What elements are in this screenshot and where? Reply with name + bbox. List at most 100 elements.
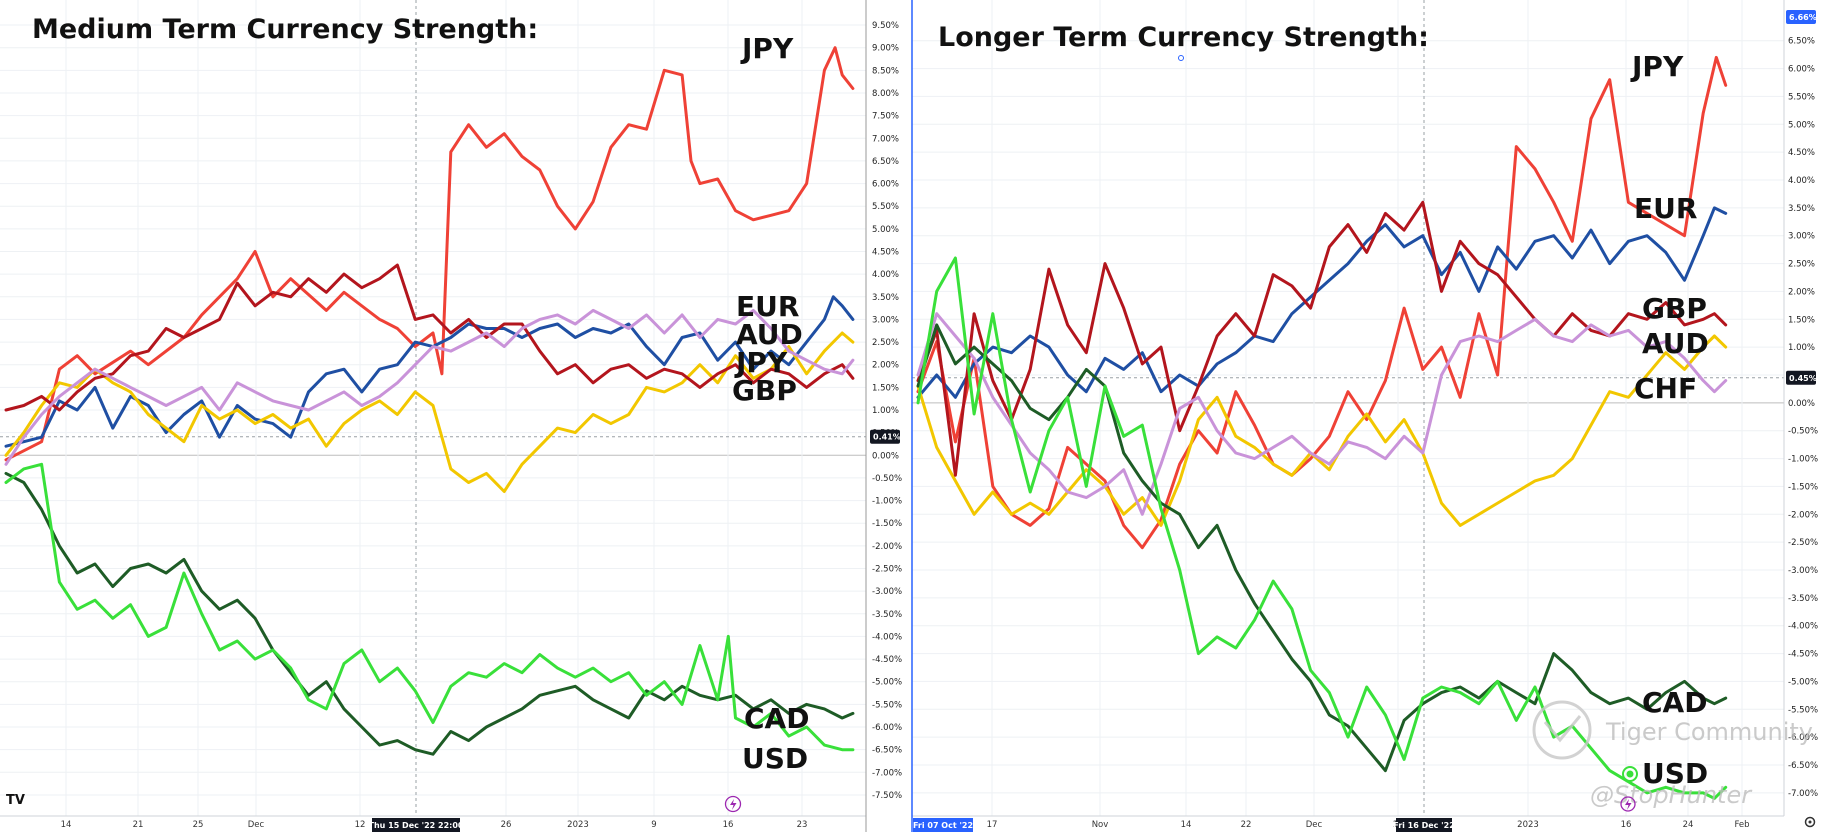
right-label-gbp: GBP <box>1642 292 1707 325</box>
left-y-tick-label: -0.50% <box>872 474 902 484</box>
right-chart-title: Longer Term Currency Strength: <box>938 22 1429 53</box>
right-y-tick-label: 0.00% <box>1788 399 1815 409</box>
right-series-line-aud <box>916 334 1728 527</box>
right-series-line-usd <box>916 256 1728 800</box>
left-series-line-jpy <box>4 46 855 462</box>
left-y-tick-label: 9.50% <box>872 21 899 31</box>
left-series-line-usd <box>4 462 855 752</box>
left-y-tick-label: 3.50% <box>872 293 899 303</box>
left-y-tick-label: 8.00% <box>872 89 899 99</box>
right-label-usd: USD <box>1642 757 1708 790</box>
left-y-tick-label: -1.00% <box>872 497 902 507</box>
right-x-tick-label: 24 <box>1683 820 1694 830</box>
left-y-tick-label: 3.00% <box>872 315 899 325</box>
right-series-line-cad <box>916 323 1728 773</box>
left-x-tick-label: 2023 <box>567 820 589 830</box>
right-y-tick-label: -7.00% <box>1788 789 1818 799</box>
svg-text:Thu 15 Dec '22 22:00: Thu 15 Dec '22 22:00 <box>369 821 464 830</box>
right-y-tick-label: 4.50% <box>1788 148 1815 158</box>
right-y-tick-label: 5.00% <box>1788 120 1815 130</box>
right-panel-y-axis: 6.50% 6.00% 5.50% 5.00% 4.50% 4.00% 3.50% 3.00%… <box>1783 0 1818 816</box>
bolt-icon-right-bottom[interactable] <box>1620 796 1636 812</box>
tiger-logo-icon <box>1532 700 1592 760</box>
left-y-tick-label: 9.00% <box>872 44 899 54</box>
right-y-tick-label: 2.50% <box>1788 260 1815 270</box>
left-y-tick-label: -3.00% <box>872 587 902 597</box>
right-y-tick-label: 3.00% <box>1788 232 1815 242</box>
right-y-tick-label: 6.00% <box>1788 65 1815 75</box>
settings-gear-icon[interactable] <box>1804 816 1816 828</box>
right-y-tick-label: 1.00% <box>1788 343 1815 353</box>
right-y-tick-label: 2.00% <box>1788 287 1815 297</box>
right-series-line-eur <box>916 206 1728 399</box>
left-y-tick-label: -3.50% <box>872 610 902 620</box>
left-y-tick-label: -2.50% <box>872 565 902 575</box>
bolt-icon-left[interactable] <box>724 795 742 813</box>
left-x-tick-label: Dec <box>248 820 265 830</box>
right-x-tick-label: 17 <box>987 820 998 830</box>
left-y-tick-label: 7.00% <box>872 134 899 144</box>
bolt-icon-right[interactable] <box>1622 766 1638 782</box>
right-y-tick-label: -2.00% <box>1788 510 1818 520</box>
left-y-tick-label: -6.00% <box>872 723 902 733</box>
tradingview-logo-icon: TV <box>6 793 25 808</box>
right-series-line-gbp <box>916 200 1728 477</box>
left-label-jpy-top: JPY <box>740 32 794 65</box>
right-y-tick-label: 5.50% <box>1788 92 1815 102</box>
left-x-tick-label: 14 <box>61 820 72 830</box>
right-y-tick-label: -3.50% <box>1788 594 1818 604</box>
right-y-tick-label: 4.00% <box>1788 176 1815 186</box>
left-y-tick-label: 8.50% <box>872 66 899 76</box>
svg-text:0.41%: 0.41% <box>873 433 901 442</box>
left-y-tick-label: 1.00% <box>872 406 899 416</box>
left-y-tick-label: 5.50% <box>872 202 899 212</box>
left-y-tick-label: -2.00% <box>872 542 902 552</box>
left-y-tick-label: -7.00% <box>872 768 902 778</box>
left-crosshair-date-label: Thu 15 Dec '22 22:00 <box>369 818 464 832</box>
left-series-line-eur <box>4 295 855 448</box>
right-series-line-jpy <box>916 55 1728 550</box>
right-y-tick-label: -0.50% <box>1788 427 1818 437</box>
right-y-tick-label: -6.50% <box>1788 761 1818 771</box>
drawing-anchor-handle[interactable] <box>1178 55 1184 61</box>
left-y-tick-label: 0.00% <box>872 451 899 461</box>
left-x-tick-label: 21 <box>133 820 144 830</box>
right-x-tick-label: 16 <box>1621 820 1632 830</box>
right-crosshair-date-label: Fri 16 Dec '22 <box>1393 818 1455 832</box>
left-panel-y-axis: 9.50% 9.00% 8.50% 8.00% 7.50% 7.00% 6.50% 6.00%… <box>865 0 902 816</box>
left-label-aud: AUD <box>736 318 803 351</box>
left-chart-title: Medium Term Currency Strength: <box>32 14 538 45</box>
left-x-tick-label: 23 <box>797 820 808 830</box>
right-top-value-badge: 6.66% <box>1786 10 1817 24</box>
right-panel-series <box>916 55 1728 800</box>
tiger-logo-mark <box>1543 715 1582 743</box>
right-x-tick-label: Feb <box>1734 820 1749 830</box>
left-y-tick-label: -7.50% <box>872 791 902 801</box>
right-label-cad: CAD <box>1642 686 1707 719</box>
right-y-tick-label: -1.50% <box>1788 482 1818 492</box>
right-y-tick-label: -1.00% <box>1788 455 1818 465</box>
right-label-jpy: JPY <box>1630 50 1684 83</box>
left-y-tick-label: 6.00% <box>872 180 899 190</box>
left-y-tick-label: 2.50% <box>872 338 899 348</box>
right-panel-x-axis: 17Nov1422Dec1220231624FebFri 16 Dec '22F… <box>912 815 1784 832</box>
left-panel-x-axis: 14 21 25 Dec 12 26 2023 9 16 23 Thu 15 Dec '22 22:… <box>0 815 866 832</box>
right-x-tick-label: Dec <box>1306 820 1323 830</box>
right-x-tick-label: 2023 <box>1517 820 1539 830</box>
left-label-cad: CAD <box>744 702 809 735</box>
left-label-usd: USD <box>742 742 808 775</box>
left-x-tick-label: 12 <box>355 820 366 830</box>
left-y-tick-label: 7.50% <box>872 112 899 122</box>
left-y-tick-label: 4.00% <box>872 270 899 280</box>
svg-text:0.45%: 0.45% <box>1789 374 1817 383</box>
left-y-tick-label: -1.50% <box>872 519 902 529</box>
left-y-tick-label: 1.50% <box>872 383 899 393</box>
left-x-tick-label: 16 <box>723 820 734 830</box>
left-y-tick-label: -5.00% <box>872 678 902 688</box>
left-series-line-aud <box>4 331 855 493</box>
left-series-line-gbp <box>4 263 855 412</box>
right-y-tick-label: -4.00% <box>1788 622 1818 632</box>
left-y-tick-label: 6.50% <box>872 157 899 167</box>
